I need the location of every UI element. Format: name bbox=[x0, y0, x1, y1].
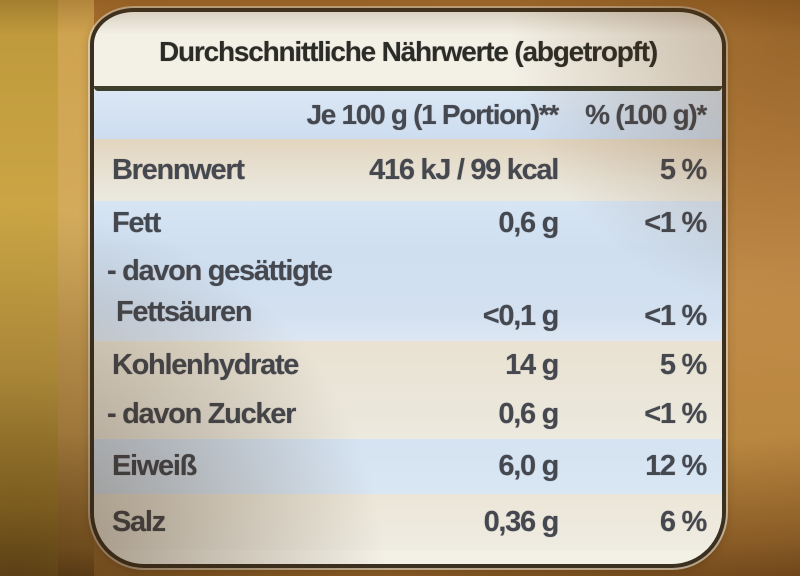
nutrient-name-line1: - davon gesättigte bbox=[107, 255, 333, 287]
table-row-salz: Salz 0,36 g 6 % bbox=[94, 494, 722, 550]
nutrient-amount: <0,1 g bbox=[482, 300, 560, 332]
nutrient-name: - davon Zucker bbox=[107, 398, 296, 430]
nutrient-percent: <1 % bbox=[644, 398, 707, 430]
nutrient-percent: <1 % bbox=[644, 206, 707, 239]
table-row-brennwert: Brennwert 416 kJ / 99 kcal 5 % bbox=[94, 139, 722, 201]
label-title: Durchschnittliche Nährwerte (abgetropft) bbox=[158, 36, 658, 67]
nutrition-label: Durchschnittliche Nährwerte (abgetropft)… bbox=[90, 8, 726, 568]
nutrient-name: Salz bbox=[112, 505, 166, 538]
nutrient-name: - davon gesättigte Fettsäuren bbox=[107, 251, 333, 333]
table-row-gesaettigte-fettsaeuren: - davon gesättigte Fettsäuren <0,1 g <1 … bbox=[94, 245, 722, 341]
nutrient-name: Brennwert bbox=[112, 153, 245, 186]
nutrient-amount: 6,0 g bbox=[498, 450, 559, 482]
nutrient-amount: 0,6 g bbox=[498, 206, 559, 239]
nutrient-name-line2: Fettsäuren bbox=[116, 296, 253, 328]
nutrient-percent: 6 % bbox=[659, 505, 707, 538]
column-header-amount: Je 100 g (1 Portion)** bbox=[306, 99, 560, 130]
nutrient-percent: 12 % bbox=[645, 450, 707, 482]
nutrient-percent: 5 % bbox=[659, 349, 707, 381]
nutrient-amount: 416 kJ / 99 kcal bbox=[369, 153, 559, 186]
nutrient-name: Eiweiß bbox=[112, 450, 197, 482]
column-header-percent: % (100 g)* bbox=[585, 99, 707, 130]
nutrient-amount: 0,6 g bbox=[498, 398, 559, 430]
package-left-gold-band bbox=[0, 0, 58, 576]
table-row-kohlenhydrate: Kohlenhydrate 14 g 5 % bbox=[94, 341, 722, 390]
table-row-davon-zucker: - davon Zucker 0,6 g <1 % bbox=[94, 390, 722, 439]
nutrient-amount: 14 g bbox=[505, 349, 559, 381]
table-row-eiweiss: Eiweiß 6,0 g 12 % bbox=[94, 439, 722, 494]
nutrient-percent: <1 % bbox=[644, 300, 707, 332]
package-left-strip bbox=[58, 0, 94, 576]
column-header-row: Je 100 g (1 Portion)** % (100 g)* bbox=[94, 91, 722, 139]
nutrient-amount: 0,36 g bbox=[483, 505, 560, 538]
table-row-fett: Fett 0,6 g <1 % bbox=[94, 201, 722, 245]
nutrient-name: Kohlenhydrate bbox=[112, 349, 299, 381]
nutrient-percent: 5 % bbox=[659, 153, 707, 186]
nutrient-name: Fett bbox=[112, 206, 161, 239]
